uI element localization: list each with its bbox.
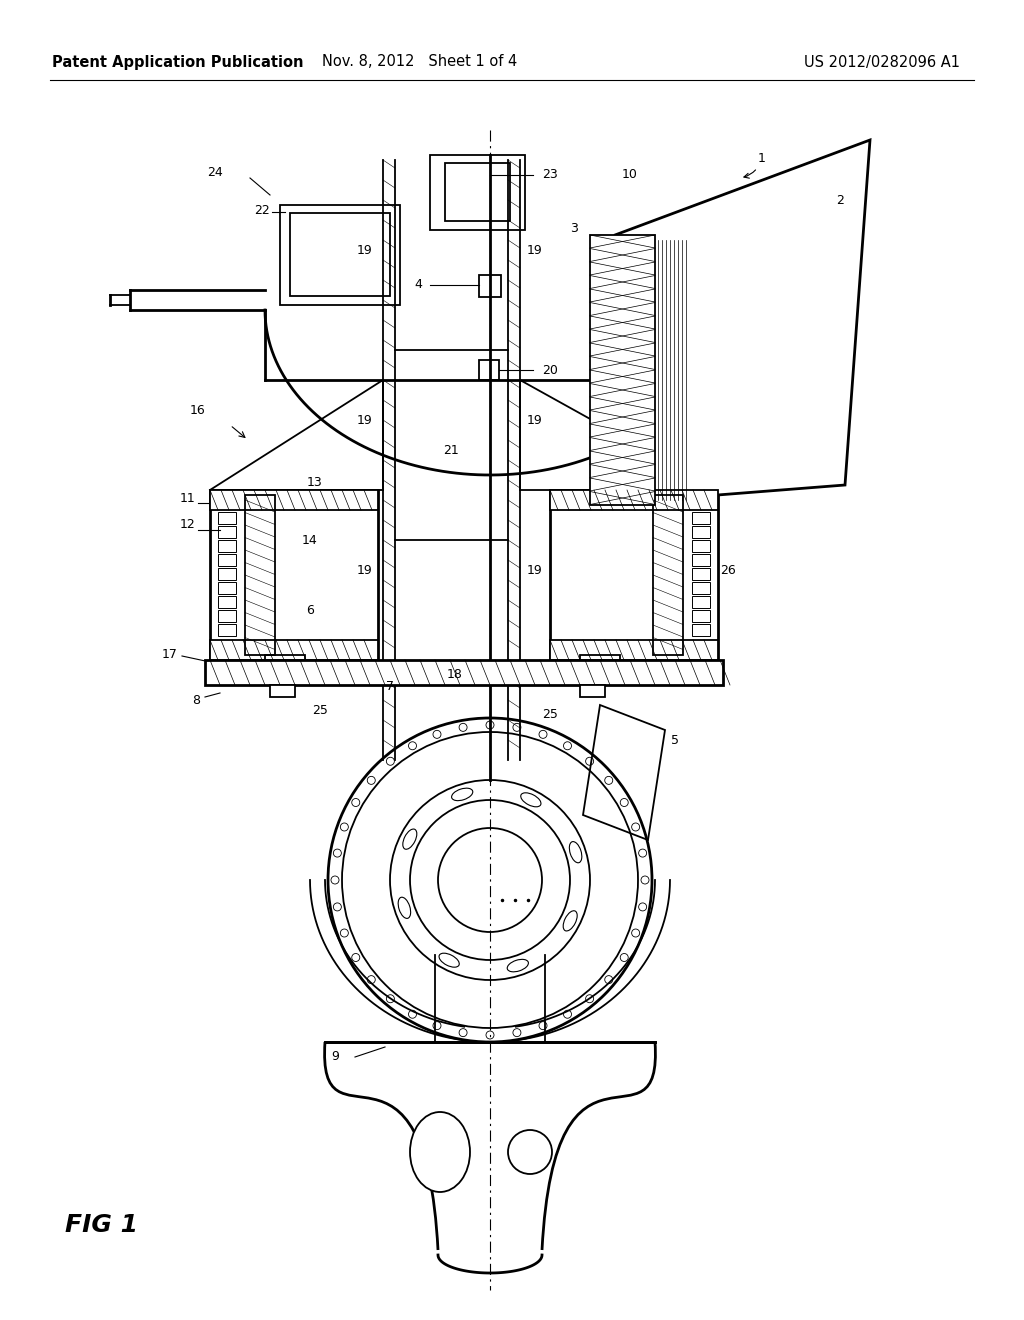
Text: 2: 2: [836, 194, 844, 206]
Text: 14: 14: [302, 533, 317, 546]
Bar: [210, 490, 378, 510]
Text: 25: 25: [312, 704, 328, 717]
Bar: [580, 685, 605, 697]
Text: Nov. 8, 2012   Sheet 1 of 4: Nov. 8, 2012 Sheet 1 of 4: [323, 54, 517, 70]
Bar: [653, 495, 683, 655]
Text: 19: 19: [527, 564, 543, 577]
Text: 17: 17: [162, 648, 178, 661]
Text: 19: 19: [356, 243, 372, 256]
Ellipse shape: [569, 842, 582, 863]
Bar: [265, 655, 305, 671]
Bar: [692, 597, 710, 609]
Text: 1: 1: [743, 152, 766, 178]
Bar: [218, 582, 236, 594]
Text: 10: 10: [622, 169, 638, 181]
Bar: [550, 490, 718, 660]
Text: 21: 21: [443, 444, 459, 457]
Bar: [580, 655, 620, 671]
Text: FIG 1: FIG 1: [65, 1213, 138, 1237]
Text: 19: 19: [527, 243, 543, 256]
Text: 19: 19: [527, 413, 543, 426]
Bar: [218, 624, 236, 636]
Bar: [245, 495, 275, 655]
Text: 19: 19: [356, 413, 372, 426]
Text: Patent Application Publication: Patent Application Publication: [52, 54, 303, 70]
Ellipse shape: [410, 1111, 470, 1192]
Ellipse shape: [402, 829, 417, 849]
Ellipse shape: [507, 960, 528, 972]
Bar: [218, 597, 236, 609]
Bar: [430, 154, 525, 230]
Polygon shape: [590, 140, 870, 506]
Ellipse shape: [563, 911, 578, 931]
Text: 20: 20: [542, 363, 558, 376]
Text: 19: 19: [356, 564, 372, 577]
Bar: [290, 213, 390, 296]
Ellipse shape: [439, 953, 459, 968]
Text: 3: 3: [570, 222, 578, 235]
Bar: [210, 490, 378, 660]
Bar: [218, 568, 236, 579]
Text: 13: 13: [307, 477, 323, 490]
Bar: [205, 660, 723, 685]
Bar: [692, 582, 710, 594]
Text: 8: 8: [193, 693, 200, 706]
Text: 26: 26: [720, 564, 736, 577]
Bar: [479, 275, 501, 297]
Text: 6: 6: [306, 603, 314, 616]
Bar: [218, 512, 236, 524]
Text: 5: 5: [671, 734, 679, 747]
Bar: [590, 235, 655, 506]
Bar: [218, 525, 236, 539]
Text: 25: 25: [542, 709, 558, 722]
Bar: [692, 540, 710, 552]
Bar: [270, 685, 295, 697]
Polygon shape: [583, 705, 665, 840]
Text: 22: 22: [254, 203, 270, 216]
Bar: [218, 610, 236, 622]
Text: 4: 4: [414, 279, 422, 292]
Bar: [280, 205, 400, 305]
Text: 12: 12: [179, 519, 195, 532]
Bar: [445, 162, 510, 220]
Ellipse shape: [452, 788, 473, 801]
Text: 9: 9: [331, 1051, 339, 1064]
Text: 23: 23: [542, 169, 558, 181]
Text: 16: 16: [189, 404, 205, 417]
Bar: [550, 640, 718, 660]
Bar: [218, 554, 236, 566]
Text: 18: 18: [447, 668, 463, 681]
Bar: [479, 360, 499, 380]
Bar: [692, 554, 710, 566]
Bar: [692, 610, 710, 622]
Bar: [692, 512, 710, 524]
Text: 7: 7: [386, 681, 394, 693]
Bar: [692, 624, 710, 636]
Bar: [692, 525, 710, 539]
Text: US 2012/0282096 A1: US 2012/0282096 A1: [804, 54, 961, 70]
Ellipse shape: [398, 898, 411, 919]
Text: 11: 11: [179, 491, 195, 504]
Text: 24: 24: [207, 166, 223, 180]
Bar: [218, 540, 236, 552]
Bar: [210, 640, 378, 660]
Bar: [550, 490, 718, 510]
Bar: [692, 568, 710, 579]
Ellipse shape: [521, 793, 541, 807]
